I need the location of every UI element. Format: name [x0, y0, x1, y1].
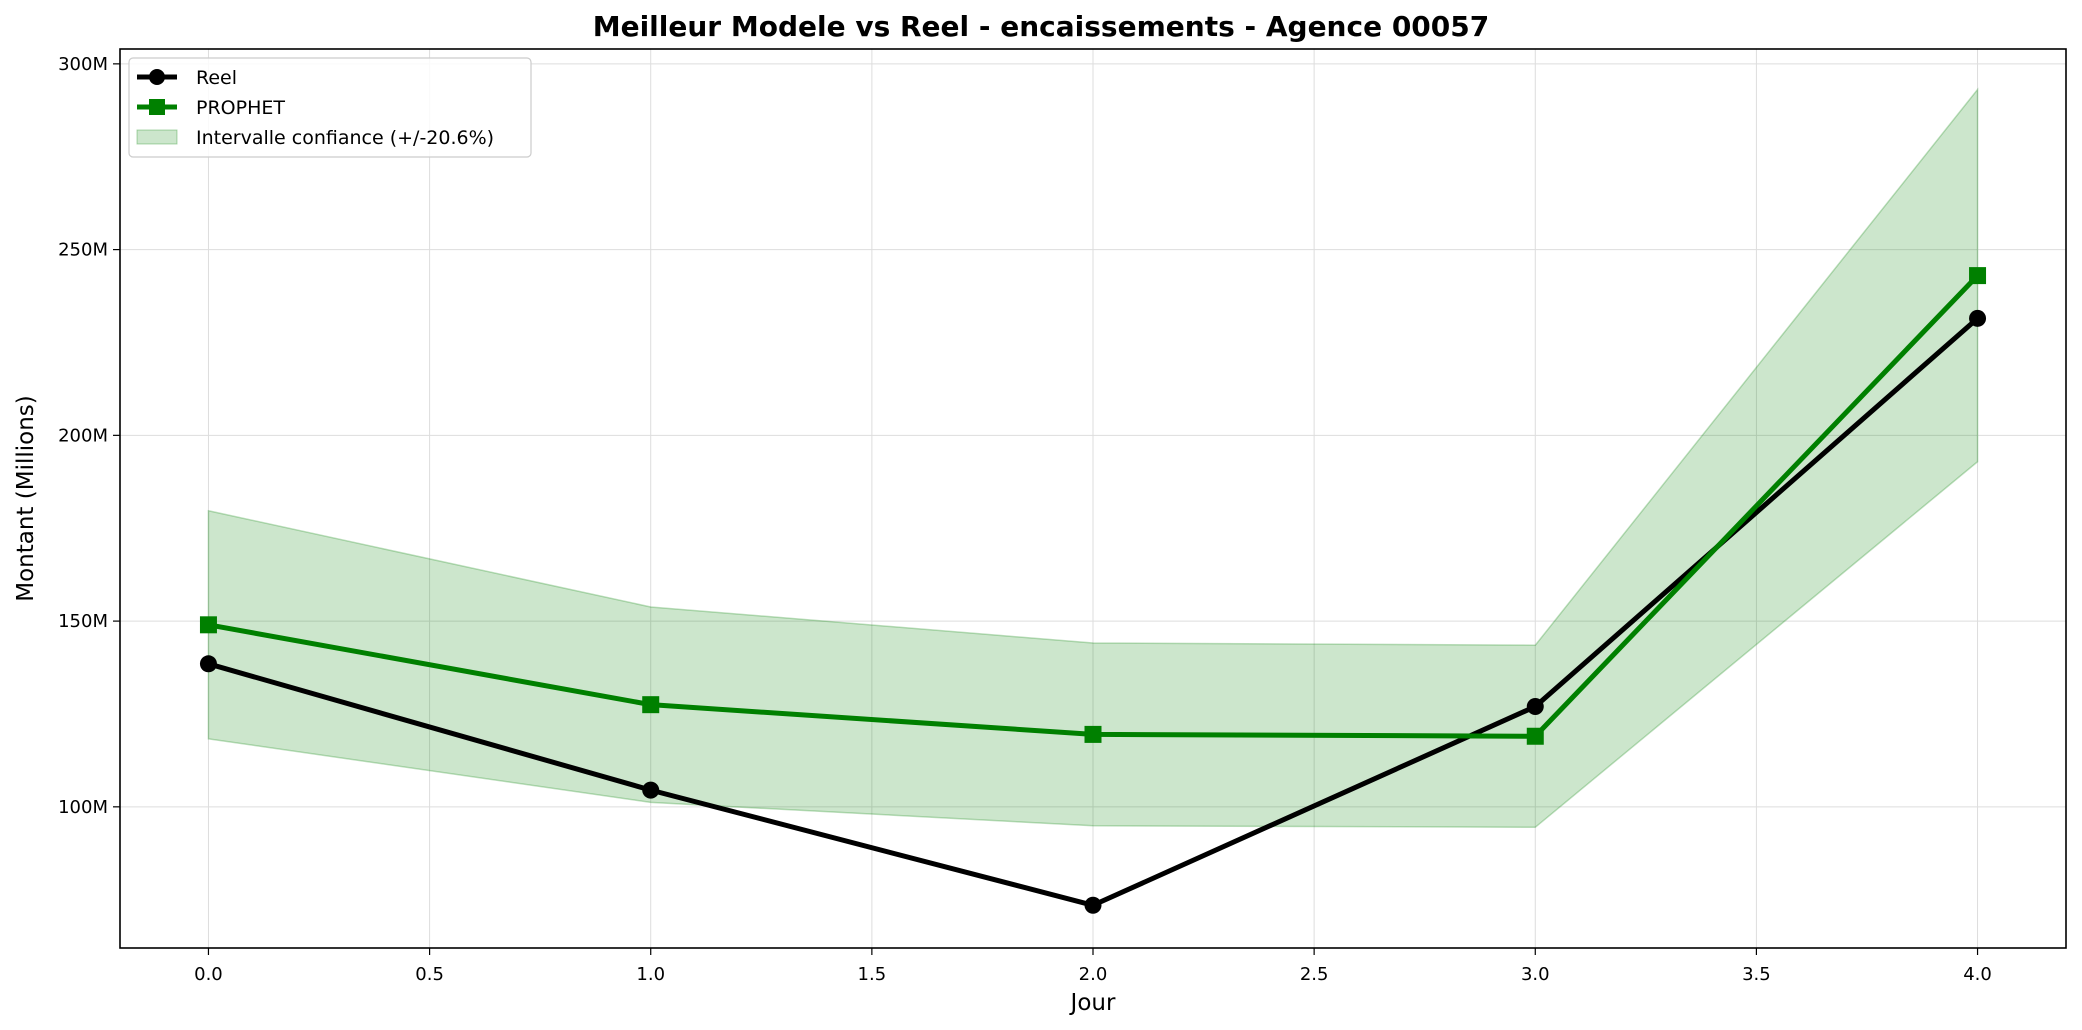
- legend-item: PROPHET: [137, 97, 285, 119]
- legend-item: Reel: [137, 67, 237, 89]
- x-tick-label: 1.0: [636, 964, 665, 985]
- data-point: [1969, 267, 1987, 285]
- data-point: [1526, 727, 1544, 745]
- x-axis-ticks: 0.0 0.5 1.0 1.5 2.0 2.5 3.0 3.5 4.0: [194, 948, 1992, 985]
- legend-label: Reel: [196, 67, 237, 89]
- legend-label: PROPHET: [196, 97, 285, 119]
- x-tick-label: 2.5: [1300, 964, 1329, 985]
- x-tick-label: 2.0: [1079, 964, 1108, 985]
- data-point: [199, 655, 217, 673]
- y-tick-label: 100M: [58, 797, 108, 818]
- data-point: [1526, 698, 1544, 716]
- data-point: [1084, 896, 1102, 914]
- y-tick-label: 300M: [58, 54, 108, 75]
- data-point: [199, 616, 217, 634]
- chart-title: Meilleur Modele vs Reel - encaissements …: [593, 10, 1490, 43]
- y-tick-label: 250M: [58, 240, 108, 261]
- confidence-band-layer: [207, 87, 1979, 829]
- legend-item: Intervalle confiance (+/-20.6%): [136, 127, 494, 149]
- y-axis-ticks: 100M 150M 200M 250M 300M: [58, 54, 120, 818]
- legend-box: [128, 57, 532, 158]
- data-point: [642, 696, 660, 714]
- legend-swatch: [136, 129, 178, 145]
- series-prophet: [199, 267, 1987, 745]
- x-tick-label: 3.5: [1742, 964, 1771, 985]
- y-tick-label: 200M: [58, 425, 108, 446]
- x-tick-label: 0.5: [415, 964, 444, 985]
- x-tick-label: 1.5: [858, 964, 887, 985]
- legend: Reel PROPHET Intervalle confiance (+/-20.6…: [128, 57, 532, 158]
- x-tick-label: 4.0: [1963, 964, 1992, 985]
- legend-marker: [149, 99, 165, 115]
- legend-marker: [149, 69, 165, 85]
- x-tick-label: 0.0: [194, 964, 223, 985]
- legend-label: Intervalle confiance (+/-20.6%): [196, 127, 494, 149]
- grid: [120, 49, 2066, 948]
- data-point: [1084, 725, 1102, 743]
- x-tick-label: 3.0: [1521, 964, 1550, 985]
- data-point: [1969, 309, 1987, 327]
- y-tick-label: 150M: [58, 611, 108, 632]
- confidence-band: [207, 87, 1979, 829]
- x-axis-label: Jour: [1069, 990, 1116, 1016]
- data-point: [642, 781, 660, 799]
- y-axis-label: Montant (Millions): [13, 395, 39, 602]
- series-layer: [199, 267, 1987, 914]
- series-reel: [199, 309, 1987, 914]
